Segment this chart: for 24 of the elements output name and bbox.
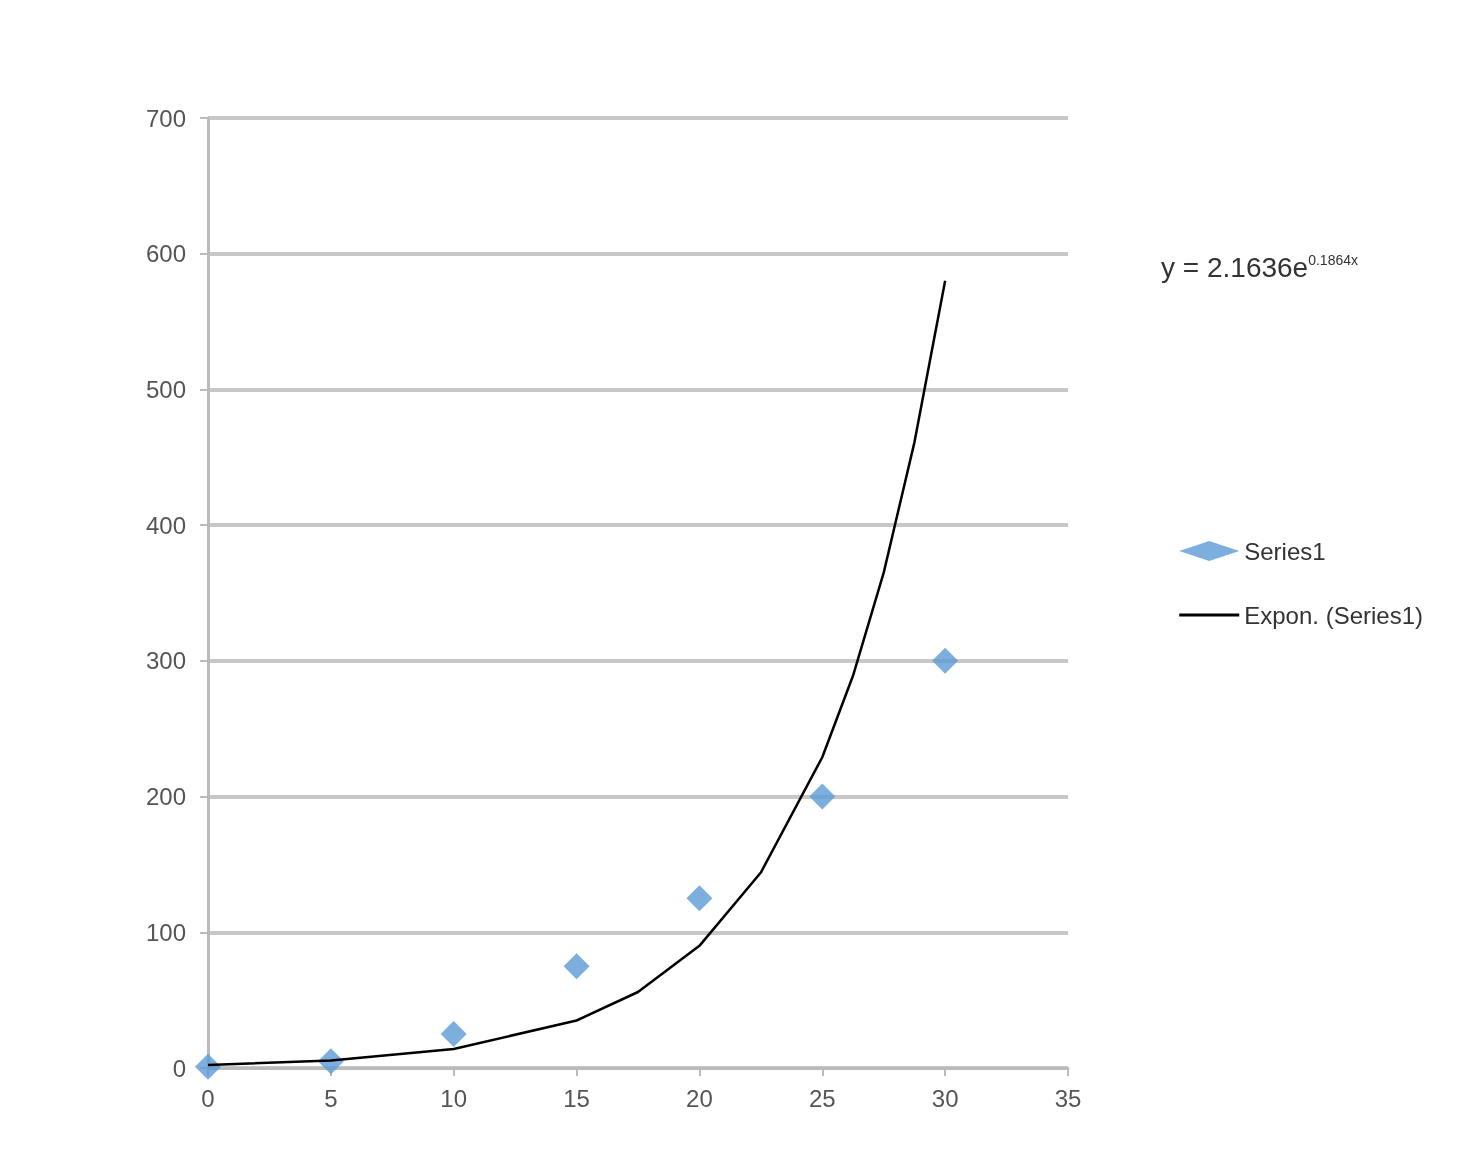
point (563, 953, 590, 980)
point (809, 783, 836, 810)
y-tick-label: 600 (145, 240, 186, 268)
x-tick-label: 5 (324, 1084, 338, 1112)
x-tick-label: 25 (808, 1084, 836, 1112)
x-tick-label: 15 (563, 1084, 590, 1112)
y-tick-label: 700 (145, 104, 186, 132)
x-tick-label: 0 (201, 1084, 215, 1112)
point (686, 885, 713, 912)
legend-label: Series1 (1244, 537, 1326, 565)
point (195, 1053, 221, 1080)
y-tick-label: 400 (145, 511, 186, 539)
y-tick-label: 500 (145, 375, 186, 403)
y-tick-label: 300 (145, 647, 186, 675)
y-tick-label: 0 (172, 1054, 186, 1082)
x-tick-label: 10 (440, 1084, 468, 1112)
legend-label: Expon. (Series1) (1244, 601, 1423, 629)
x-tick-label: 35 (1054, 1084, 1082, 1112)
y-tick-label: 200 (145, 783, 186, 811)
x-tick-label: 20 (686, 1084, 713, 1112)
point (932, 647, 959, 674)
point (440, 1021, 467, 1048)
x-tick-label: 30 (931, 1084, 959, 1112)
y-tick-label: 100 (145, 918, 186, 946)
